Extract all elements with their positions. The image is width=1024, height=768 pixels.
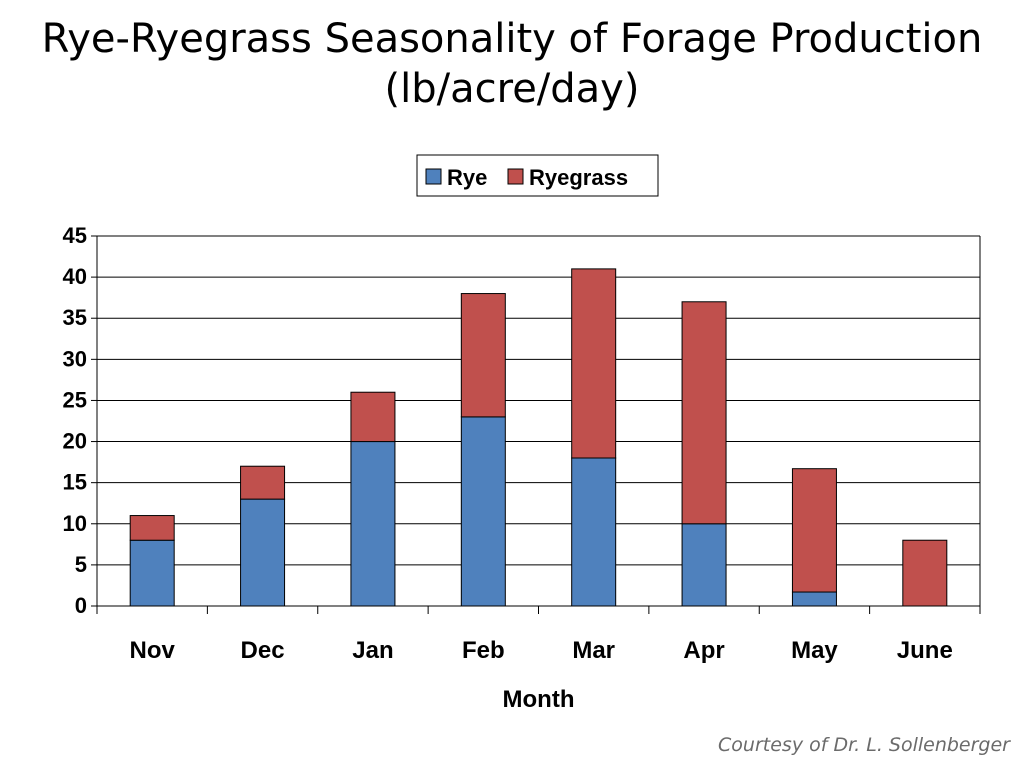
x-tick-label: Feb xyxy=(462,637,505,664)
legend-swatch-rye xyxy=(425,168,442,185)
x-tick-label: May xyxy=(791,637,838,664)
bar-ryegrass-dec xyxy=(240,465,286,500)
bar-ryegrass-nov xyxy=(129,515,175,541)
y-tick-label: 35 xyxy=(63,305,87,330)
legend: Rye Ryegrass xyxy=(416,154,659,197)
x-tick-label: Nov xyxy=(130,637,176,664)
title-line-2: (lb/acre/day) xyxy=(384,66,640,112)
title-line-1: Rye-Ryegrass Seasonality of Forage Produ… xyxy=(41,16,983,62)
legend-swatch-ryegrass xyxy=(507,168,524,185)
bar-rye-mar xyxy=(571,457,617,607)
slide-title: Rye-Ryegrass Seasonality of Forage Produ… xyxy=(0,14,1024,114)
bar-rye-may xyxy=(791,591,837,607)
bar-ryegrass-may xyxy=(791,468,837,593)
y-tick-label: 5 xyxy=(75,552,87,577)
bar-rye-apr xyxy=(681,523,727,607)
x-tick-label: Mar xyxy=(572,637,615,664)
legend-label-rye: Rye xyxy=(447,165,487,190)
bar-rye-jan xyxy=(350,441,396,607)
bar-ryegrass-june xyxy=(902,539,948,607)
legend-label-ryegrass: Ryegrass xyxy=(529,165,628,190)
credit-text: Courtesy of Dr. L. Sollenberger xyxy=(718,734,1010,756)
x-tick-label: Jan xyxy=(352,637,393,664)
y-tick-label: 30 xyxy=(63,346,87,371)
y-tick-label: 20 xyxy=(63,429,87,454)
plot-area: 0 5 10 15 20 25 30 35 40 45 Nov Dec Jan Feb Mar Apr May J… xyxy=(63,223,981,713)
bar-ryegrass-feb xyxy=(460,293,506,418)
y-tick-label: 25 xyxy=(63,387,87,412)
bar-rye-dec xyxy=(240,498,286,607)
x-tick-label: Dec xyxy=(241,637,285,664)
y-tick-label: 15 xyxy=(63,470,87,495)
x-axis-label: Month xyxy=(503,686,575,713)
legend-box xyxy=(416,154,659,197)
bar-rye-feb xyxy=(460,416,506,607)
y-tick-label: 45 xyxy=(63,223,87,248)
y-tick-label: 0 xyxy=(75,593,87,618)
y-tick-label: 40 xyxy=(63,264,87,289)
y-tick-label: 10 xyxy=(63,511,87,536)
x-tick-label: Apr xyxy=(683,637,724,664)
bar-ryegrass-mar xyxy=(571,268,617,459)
bar-rye-nov xyxy=(129,539,175,607)
x-tick-label: June xyxy=(897,637,953,664)
bar-ryegrass-jan xyxy=(350,391,396,443)
bar-ryegrass-apr xyxy=(681,301,727,525)
